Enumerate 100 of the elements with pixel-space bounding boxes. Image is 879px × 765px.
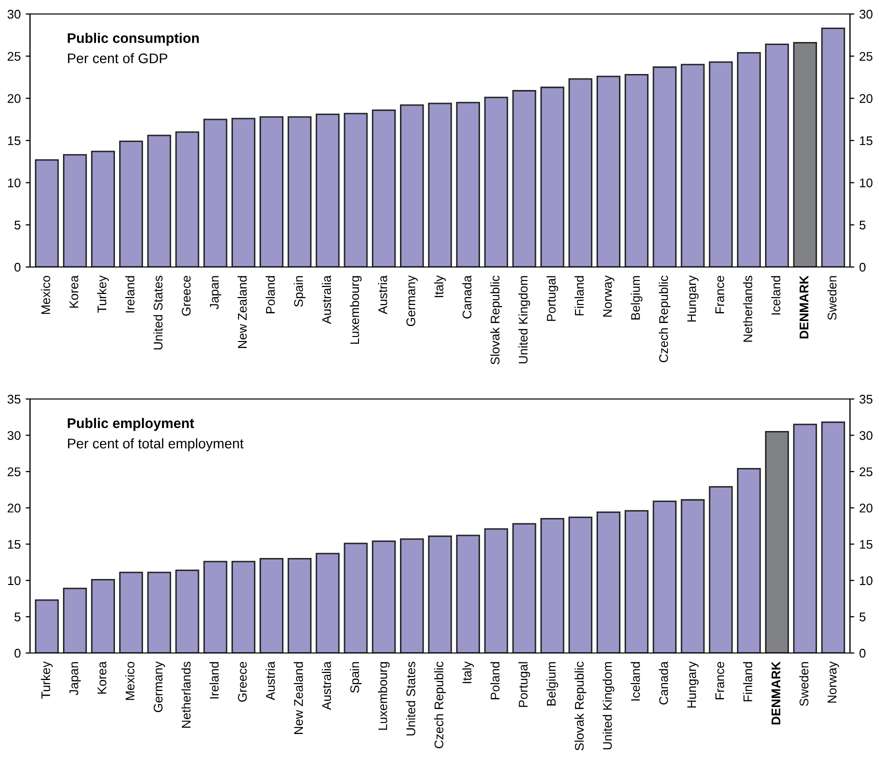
x-tick-label: Norway (603, 275, 614, 317)
x-tick-label: New Zealand (294, 662, 303, 734)
y2-tick-label: 5 (860, 612, 866, 622)
x-tick-label: Canada (658, 661, 668, 704)
bar (288, 116, 312, 267)
bar (456, 102, 480, 267)
x-tick-label: Italy (462, 661, 474, 684)
y2-tick-label: 10 (860, 576, 872, 586)
bar (91, 579, 115, 653)
text: Per cent of GDP (68, 53, 168, 64)
x-tick-label: Australia (322, 275, 332, 324)
x-tick-label: Belgium (630, 276, 642, 320)
x-tick-label: Germany (154, 661, 166, 712)
x-tick-label: Mexico (125, 662, 134, 700)
bar (456, 534, 480, 653)
bar (428, 102, 452, 267)
bar (119, 572, 144, 653)
x-tick-label: Sweden (827, 276, 837, 320)
bar (372, 540, 396, 653)
bar (316, 114, 340, 267)
y-tick-label: 15 (8, 136, 20, 146)
bar (540, 86, 564, 267)
x-tick-label: Sweden (799, 662, 808, 706)
bar (203, 118, 228, 267)
x-tick-label: Austria (378, 275, 388, 314)
y-tick-label: 35 (8, 394, 20, 404)
bar (372, 109, 396, 267)
y-tick-label: 5 (14, 612, 20, 622)
x-tick-label: Finland (743, 662, 752, 702)
x-tick-label: DENMARK (772, 661, 780, 724)
bar (708, 486, 733, 653)
bar (91, 150, 115, 267)
bar (596, 512, 620, 653)
bar (765, 44, 789, 267)
x-tick-label: Australia (322, 661, 332, 710)
x-tick-label: Czech Republic (434, 662, 446, 748)
x-tick-label: Austria (266, 661, 275, 700)
bar (624, 74, 649, 267)
x-tick-label: United States (153, 276, 163, 350)
y2-tick-label: 30 (860, 431, 872, 440)
bar (568, 78, 592, 267)
y-tick-label: 20 (8, 94, 20, 103)
bar (540, 518, 564, 653)
bar (736, 52, 761, 267)
x-tick-label: DENMARK (800, 275, 808, 338)
bar (512, 90, 536, 267)
bar (231, 560, 256, 653)
y-tick-label: 25 (8, 467, 20, 476)
x-tick-label: Greece (182, 276, 191, 316)
x-tick-label: France (715, 276, 724, 314)
y2-tick-label: 15 (860, 540, 872, 549)
x-tick-label: Iceland (771, 276, 780, 314)
y2-tick-label: 25 (860, 52, 872, 61)
bar (147, 134, 172, 267)
y2-tick-label: 20 (860, 94, 872, 103)
bar (624, 510, 649, 653)
bar (344, 112, 368, 267)
x-tick-label: New Zealand (238, 276, 247, 348)
bar (344, 542, 368, 653)
bar (203, 560, 228, 653)
bar (484, 96, 508, 267)
bar (736, 468, 761, 653)
y-tick-label: 25 (8, 52, 20, 61)
x-tick-label: United Kingdom (602, 662, 614, 750)
x-tick-label: Korea (70, 275, 78, 308)
y2-tick-label: 5 (860, 220, 866, 230)
text: Public consumption (68, 32, 199, 46)
y-tick-label: 30 (8, 10, 20, 19)
bar (428, 535, 452, 653)
x-tick-label: Mexico (41, 276, 50, 314)
bar (793, 42, 817, 267)
x-tick-label: Spain (294, 276, 306, 307)
x-tick-label: United Kingdom (518, 276, 530, 364)
x-tick-label: France (715, 662, 724, 700)
bar (484, 528, 508, 653)
x-tick-label: Korea (98, 661, 106, 694)
y2-tick-label: 10 (860, 178, 872, 188)
bar (34, 159, 59, 267)
x-tick-label: Poland (266, 276, 275, 314)
bar (316, 552, 340, 653)
x-tick-label: Poland (490, 662, 500, 700)
y2-tick-label: 15 (860, 136, 872, 146)
bar (680, 64, 705, 267)
x-tick-label: United States (406, 662, 416, 736)
x-tick-label: Luxembourg (350, 276, 362, 344)
x-tick-label: Hungary (687, 661, 699, 708)
bar (708, 61, 733, 267)
bar (400, 104, 424, 267)
x-tick-label: Greece (238, 662, 247, 702)
y-tick-label: 5 (14, 220, 20, 230)
text: Public employment (68, 418, 194, 431)
y2-tick-label: 30 (860, 10, 872, 19)
x-tick-label: Turkey (41, 661, 53, 699)
x-tick-label: Iceland (630, 662, 640, 700)
y2-tick-label: 35 (860, 394, 872, 404)
bar (175, 131, 200, 267)
bar (568, 516, 592, 653)
bar (175, 570, 200, 653)
bar (793, 424, 817, 653)
bar (400, 538, 424, 653)
